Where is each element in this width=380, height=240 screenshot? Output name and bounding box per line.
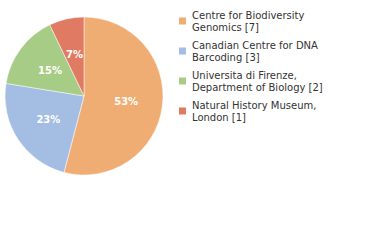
svg-text:15%: 15%	[38, 65, 62, 76]
svg-text:7%: 7%	[66, 49, 83, 60]
svg-text:Universita di Firenze,: Universita di Firenze,	[192, 70, 300, 81]
svg-text:London [1]: London [1]	[192, 112, 246, 123]
svg-text:Canadian Centre for DNA: Canadian Centre for DNA	[192, 40, 321, 51]
svg-text:Natural History Museum,: Natural History Museum,	[192, 100, 320, 111]
svg-text:Centre for Biodiversity: Centre for Biodiversity	[192, 10, 308, 21]
svg-text:Genomics [7]: Genomics [7]	[192, 22, 259, 33]
svg-text:23%: 23%	[36, 114, 60, 125]
svg-text:Department of Biology [2]: Department of Biology [2]	[192, 82, 323, 93]
svg-text:53%: 53%	[114, 96, 138, 107]
svg-text:Barcoding [3]: Barcoding [3]	[192, 52, 260, 63]
